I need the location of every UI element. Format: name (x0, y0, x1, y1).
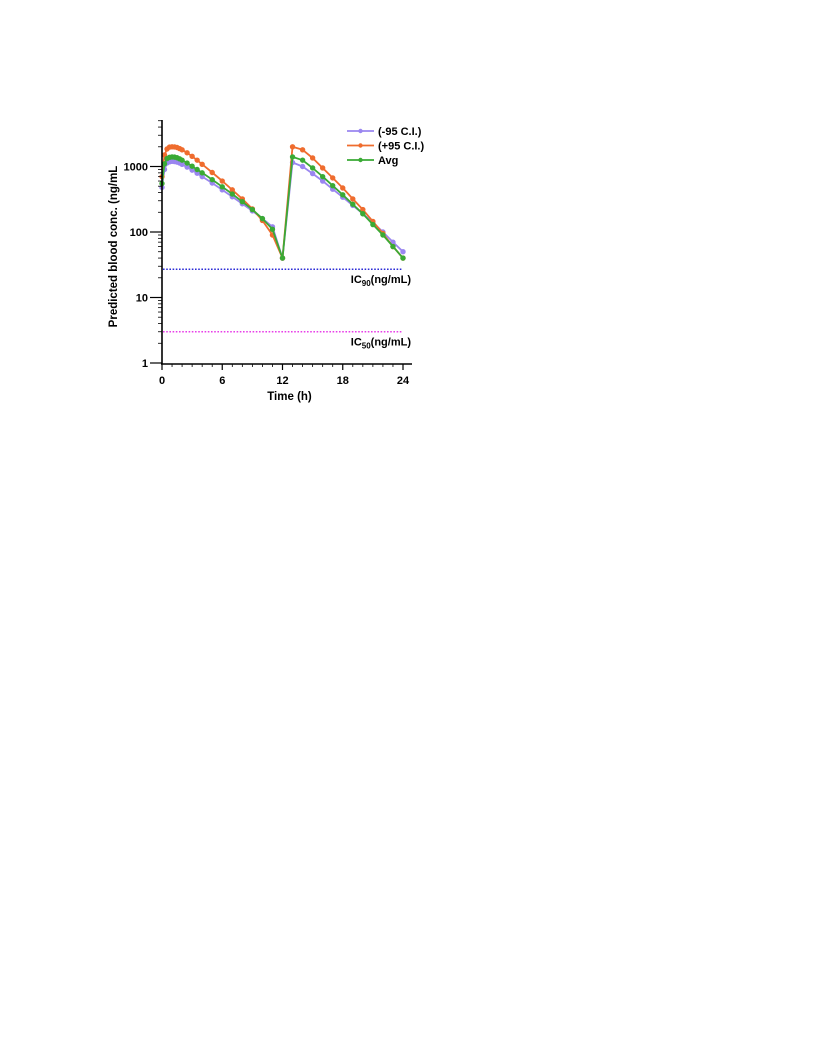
data-point (299, 147, 306, 153)
data-point (279, 255, 286, 261)
series-layer (159, 144, 406, 261)
data-point (350, 201, 356, 207)
data-point (259, 215, 266, 222)
data-point (330, 175, 336, 181)
data-point (199, 170, 205, 176)
data-point (269, 226, 276, 232)
y-axis-title: Predicted blood conc. (ng/mL (108, 166, 120, 328)
y-tick-label: 1 (142, 358, 148, 370)
data-point (340, 185, 346, 191)
data-point (184, 160, 190, 166)
data-point (194, 157, 200, 163)
data-point (380, 232, 386, 238)
data-point (319, 178, 326, 184)
data-point (299, 157, 306, 163)
data-point (309, 155, 316, 161)
data-point (199, 161, 205, 168)
data-point (390, 243, 396, 250)
series-line-0 (161, 160, 404, 260)
y-tick-label: 100 (130, 227, 148, 239)
x-tick-label: 6 (219, 375, 225, 387)
legend-label-0: (-95 C.I.) (378, 126, 422, 138)
tick-labels: 1 10 100 1000 0 6 12 18 24 (124, 162, 410, 388)
legend-marker-0 (358, 128, 363, 134)
reference-line-label-1: IC50(ng/mL) (351, 337, 412, 351)
reference-line-label-0: IC90(ng/mL) (351, 274, 412, 288)
x-tick-label: 0 (159, 375, 165, 387)
data-point (249, 206, 256, 213)
data-point (340, 192, 346, 198)
data-point (189, 163, 195, 169)
legend-label-2: Avg (378, 155, 398, 167)
y-tick-label: 1000 (124, 162, 148, 174)
data-point (319, 173, 326, 180)
reference-lines: IC90(ng/mL) IC50(ng/mL) (163, 268, 412, 351)
data-point (209, 176, 215, 183)
legend: (-95 C.I.) (+95 C.I.) Avg (347, 126, 424, 167)
data-point (229, 191, 235, 197)
data-point (179, 157, 185, 163)
legend-marker-1 (358, 143, 363, 148)
x-axis-title: Time (h) (267, 391, 312, 403)
data-point (184, 150, 190, 156)
data-point (219, 184, 225, 190)
data-point (239, 199, 246, 205)
x-tick-label: 12 (276, 375, 288, 387)
x-tick-label: 18 (337, 375, 349, 387)
data-point (350, 196, 356, 202)
data-point (219, 178, 225, 184)
x-tick-label: 24 (397, 375, 410, 387)
data-point (360, 211, 366, 217)
data-point (161, 161, 168, 167)
data-point (400, 249, 406, 255)
data-point (289, 154, 296, 160)
data-point (299, 163, 306, 170)
data-point (179, 147, 185, 153)
data-point (330, 182, 336, 189)
data-point (209, 169, 215, 176)
legend-label-1: (+95 C.I.) (378, 141, 424, 153)
data-point (309, 170, 316, 177)
data-point (400, 255, 406, 261)
data-point (370, 221, 376, 228)
data-point (309, 165, 316, 171)
data-point (289, 144, 296, 150)
data-point (319, 165, 326, 171)
y-tick-label: 10 (136, 293, 148, 305)
data-point (189, 153, 195, 160)
series-line-1 (161, 145, 404, 260)
legend-marker-2 (358, 157, 363, 163)
axes (150, 120, 412, 370)
data-point (194, 166, 200, 173)
